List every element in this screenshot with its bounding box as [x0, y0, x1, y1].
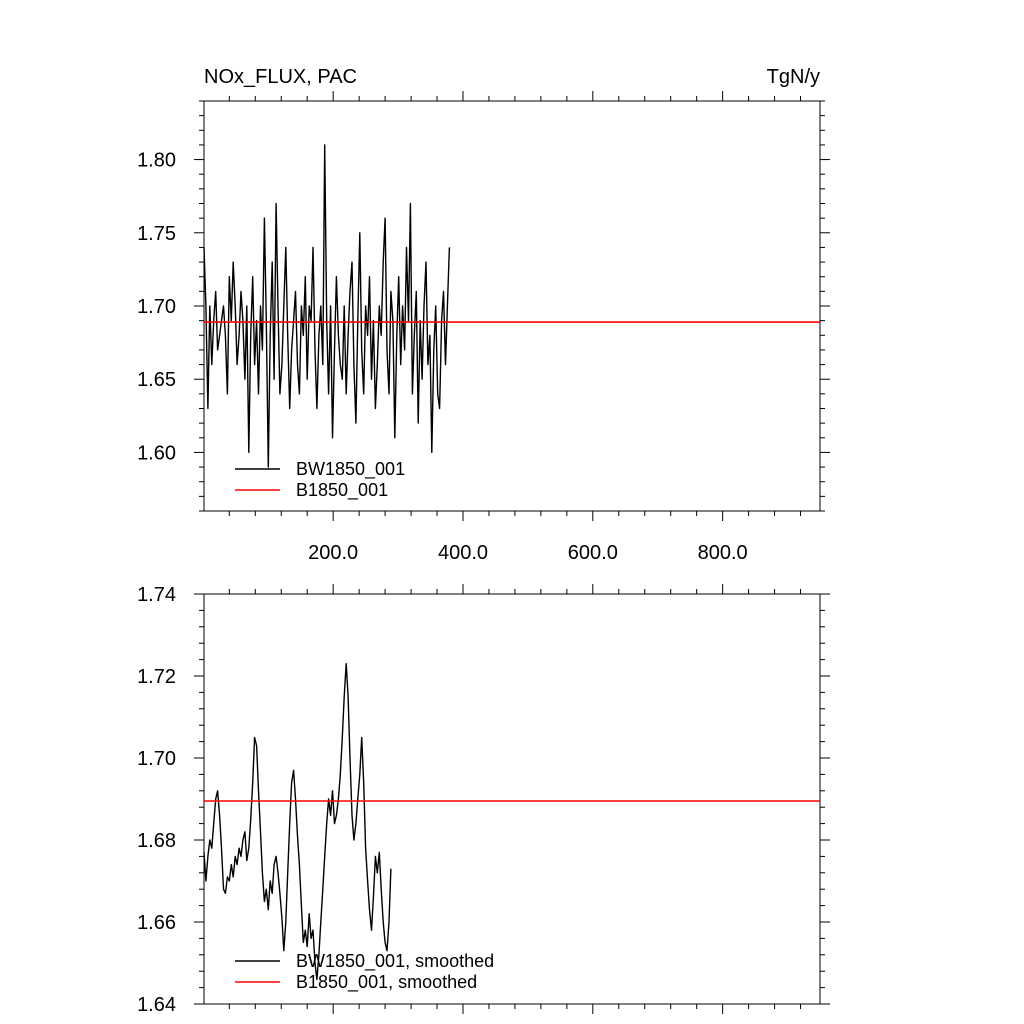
y-tick-label: 1.80 — [137, 150, 176, 172]
y-tick-label: 1.64 — [137, 994, 176, 1016]
x-tick-label: 800.0 — [698, 542, 748, 564]
legend-label: BW1850_001 — [296, 459, 405, 480]
y-tick-label: 1.70 — [137, 296, 176, 318]
bottom-y-tick-labels: 1.64 1.66 1.68 1.70 1.72 1.74 — [137, 584, 176, 1016]
top-axis-ticks — [194, 91, 830, 521]
y-tick-label: 1.66 — [137, 912, 176, 934]
top-series — [203, 144, 820, 468]
chart-units: TgN/y — [767, 66, 820, 88]
y-tick-label: 1.68 — [137, 830, 176, 852]
y-tick-label: 1.72 — [137, 666, 176, 688]
legend-label: B1850_001, smoothed — [296, 972, 477, 993]
legend-label: B1850_001 — [296, 480, 388, 501]
y-tick-label: 1.65 — [137, 369, 176, 391]
series-line-1 — [203, 144, 451, 468]
x-tick-label: 200.0 — [308, 542, 358, 564]
chart-title: NOx_FLUX, PAC — [204, 66, 357, 88]
top-panel: NOx_FLUX, PAC TgN/y 1.60 1.65 1.70 1.75 1.80… — [137, 66, 830, 564]
series-line-1 — [203, 663, 392, 981]
y-tick-label: 1.70 — [137, 748, 176, 770]
x-tick-label: 600.0 — [568, 542, 618, 564]
y-tick-label: 1.75 — [137, 223, 176, 245]
y-tick-label: 1.74 — [137, 584, 176, 606]
bottom-panel: 1.64 1.66 1.68 1.70 1.72 1.74 BW1850_001, smo… — [137, 584, 830, 1016]
legend-label: BW1850_001, smoothed — [296, 951, 494, 972]
bottom-axis-ticks — [194, 584, 830, 1014]
y-tick-label: 1.60 — [137, 442, 176, 464]
bottom-plot-frame — [203, 593, 821, 1005]
bottom-series — [203, 663, 820, 981]
x-tick-label: 400.0 — [438, 542, 488, 564]
top-y-tick-labels: 1.60 1.65 1.70 1.75 1.80 — [137, 150, 176, 465]
top-x-tick-labels: 200.0 400.0 600.0 800.0 — [308, 542, 748, 564]
